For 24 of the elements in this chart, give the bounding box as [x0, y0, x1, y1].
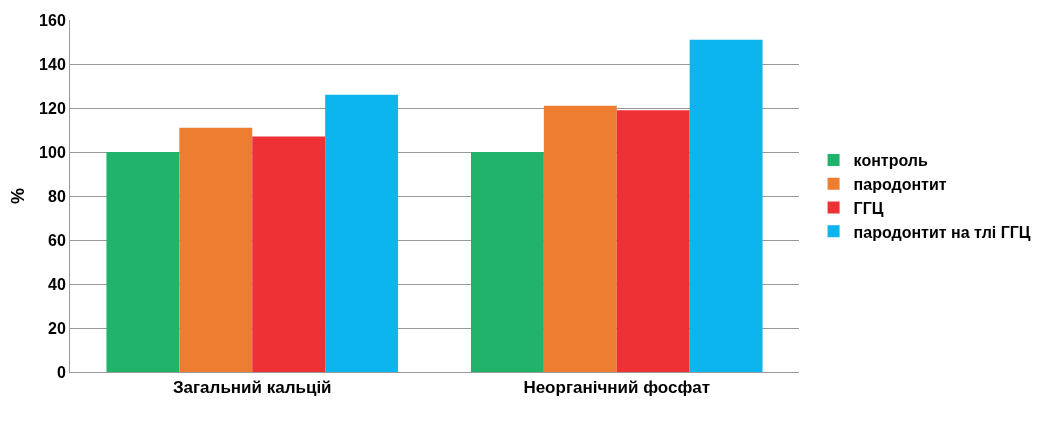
bar — [543, 105, 617, 372]
x-tick-label: Неорганічний фосфат — [523, 378, 711, 398]
bar — [325, 94, 399, 372]
bar — [179, 127, 253, 372]
legend-label: пародонтит — [853, 175, 947, 193]
legend-label: пародонтит на тлі ГГЦ — [853, 223, 1031, 241]
bar — [470, 152, 544, 372]
x-tick-label: Загальний кальцій — [172, 378, 332, 398]
y-tick-label: 80 — [48, 187, 66, 205]
y-tick-label: 20 — [48, 319, 66, 337]
bar — [252, 136, 326, 372]
legend-label: контроль — [853, 152, 928, 170]
y-tick-label: 60 — [48, 231, 66, 249]
legend-label: ГГЦ — [853, 199, 884, 217]
y-tick-label: 160 — [39, 11, 66, 29]
y-axis-title: % — [8, 187, 28, 205]
y-tick-label: 40 — [48, 275, 66, 293]
y-tick-label: 0 — [56, 363, 66, 381]
y-tick-label: 100 — [39, 143, 66, 161]
y-tick-label: 120 — [39, 99, 66, 117]
bar — [689, 39, 763, 372]
bar — [106, 152, 180, 372]
bar — [616, 110, 690, 372]
y-tick-label: 140 — [39, 55, 66, 73]
